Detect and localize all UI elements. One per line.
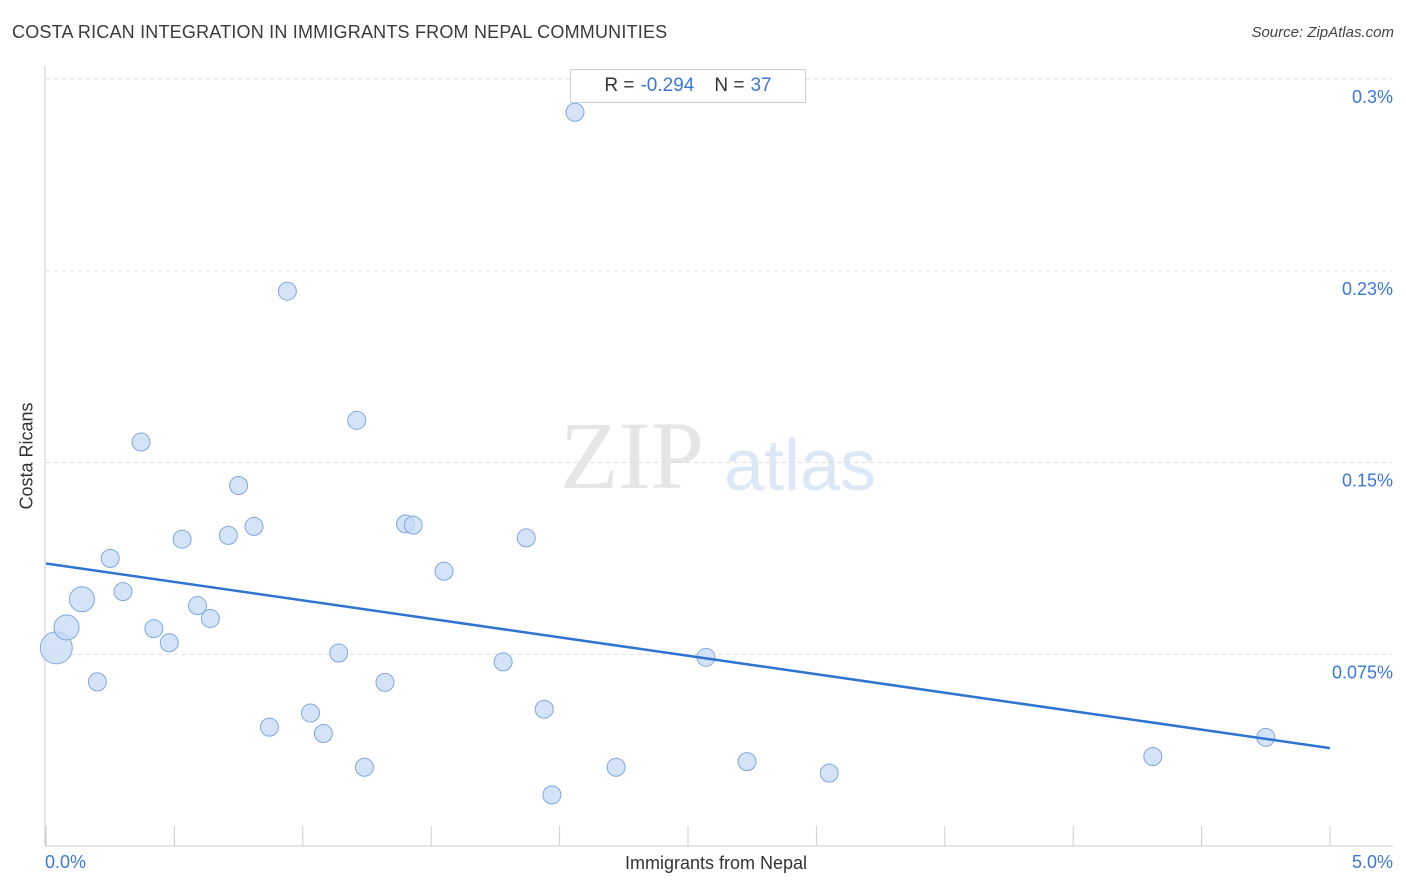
y-axis-label: Costa Ricans — [16, 402, 37, 510]
data-point — [229, 476, 249, 496]
data-point — [218, 525, 238, 545]
data-point — [1143, 747, 1163, 767]
data-point — [403, 515, 423, 535]
data-point — [159, 633, 179, 653]
data-point — [259, 717, 279, 737]
y-tick-label: 0.075% — [1332, 662, 1393, 682]
watermark-atlas: atlas — [724, 426, 876, 506]
data-point — [244, 516, 264, 536]
data-point — [434, 561, 454, 581]
data-point — [565, 102, 585, 122]
data-point — [313, 724, 333, 744]
data-point — [188, 596, 208, 616]
watermark: ZIP atlas — [560, 402, 876, 509]
gridlines — [46, 78, 1392, 655]
y-tick-label: 0.3% — [1352, 87, 1393, 107]
n-label: N = — [714, 75, 745, 96]
data-point — [347, 410, 367, 430]
x-tick-max: 5.0% — [1351, 852, 1393, 872]
y-tick-label: 0.23% — [1342, 279, 1393, 299]
axes — [44, 66, 1393, 847]
data-point — [277, 281, 297, 301]
data-point — [68, 586, 95, 613]
data-point — [737, 752, 757, 772]
n-value: 37 — [750, 75, 772, 96]
data-point — [542, 785, 562, 805]
data-point — [606, 757, 626, 777]
stats-box: R = -0.294 N = 37 — [570, 69, 806, 103]
data-point — [100, 548, 120, 568]
data-point — [819, 763, 839, 783]
watermark-zip: ZIP — [560, 402, 704, 509]
data-point — [144, 619, 164, 639]
chart-title: COSTA RICAN INTEGRATION IN IMMIGRANTS FR… — [12, 22, 668, 42]
r-value: -0.294 — [640, 75, 695, 96]
x-tick-min: 0.0% — [45, 852, 87, 872]
data-point — [329, 643, 349, 663]
data-point — [301, 703, 321, 723]
data-point — [516, 528, 536, 548]
data-point — [131, 432, 151, 452]
data-point — [53, 614, 80, 641]
data-point — [375, 672, 395, 692]
x-axis-label: Immigrants from Nepal — [624, 853, 808, 873]
data-point — [113, 582, 133, 602]
r-label: R = — [604, 75, 635, 96]
y-tick-label: 0.15% — [1342, 471, 1393, 491]
data-points — [39, 102, 1276, 805]
data-point — [172, 529, 192, 549]
source-label: Source: ZipAtlas.com — [1251, 24, 1394, 41]
trendline — [45, 562, 1331, 750]
data-point — [87, 672, 107, 692]
data-point — [493, 652, 513, 672]
data-point — [534, 699, 554, 719]
data-point — [200, 608, 220, 628]
data-point — [354, 757, 374, 777]
y-tick-labels: 0.3% 0.23% 0.15% 0.075% — [1332, 87, 1393, 682]
trendline-group — [45, 562, 1331, 750]
